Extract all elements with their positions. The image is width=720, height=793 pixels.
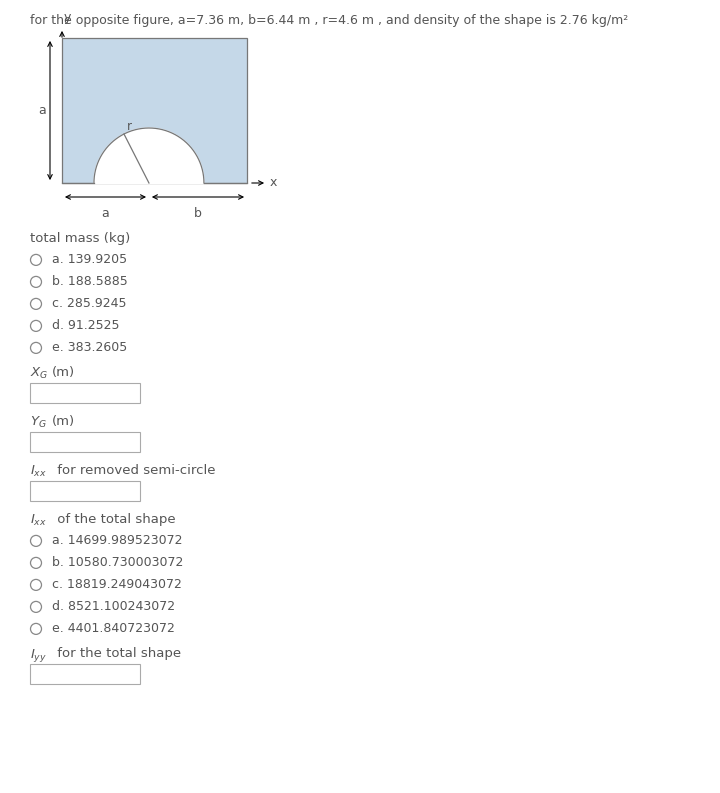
Circle shape <box>30 580 42 591</box>
Bar <box>62 38 247 183</box>
Text: x: x <box>270 175 277 189</box>
Text: a: a <box>38 104 46 117</box>
Text: b: b <box>194 207 202 220</box>
Text: $Y_G$: $Y_G$ <box>30 415 47 430</box>
Text: for removed semi-circle: for removed semi-circle <box>53 464 215 477</box>
Text: r: r <box>127 120 132 133</box>
Text: (m): (m) <box>52 366 75 379</box>
Text: $X_G$: $X_G$ <box>30 366 48 381</box>
Bar <box>30 664 140 684</box>
Circle shape <box>30 277 42 287</box>
Text: a. 14699.989523072: a. 14699.989523072 <box>52 534 182 547</box>
Bar <box>30 432 140 452</box>
Text: b. 10580.730003072: b. 10580.730003072 <box>52 557 184 569</box>
Circle shape <box>30 343 42 354</box>
Text: a. 139.9205: a. 139.9205 <box>52 254 127 266</box>
Text: a: a <box>102 207 109 220</box>
Polygon shape <box>94 128 204 183</box>
Text: for the opposite figure, a=7.36 m, b=6.44 m , r=4.6 m , and density of the shape: for the opposite figure, a=7.36 m, b=6.4… <box>30 14 629 27</box>
Circle shape <box>30 535 42 546</box>
Text: of the total shape: of the total shape <box>53 513 176 526</box>
Text: e. 4401.840723072: e. 4401.840723072 <box>52 623 175 635</box>
Text: c. 18819.249043072: c. 18819.249043072 <box>52 578 182 592</box>
Circle shape <box>30 557 42 569</box>
Bar <box>30 383 140 403</box>
Text: (m): (m) <box>52 415 75 428</box>
Text: c. 285.9245: c. 285.9245 <box>52 297 127 310</box>
Circle shape <box>30 255 42 266</box>
Circle shape <box>30 601 42 612</box>
Circle shape <box>30 320 42 331</box>
Text: $I_{xx}$: $I_{xx}$ <box>30 464 47 479</box>
Text: for the total shape: for the total shape <box>53 647 181 660</box>
Circle shape <box>30 298 42 309</box>
Circle shape <box>30 623 42 634</box>
Text: $I_{xx}$: $I_{xx}$ <box>30 513 47 528</box>
Text: e. 383.2605: e. 383.2605 <box>52 342 127 354</box>
Text: d. 8521.100243072: d. 8521.100243072 <box>52 600 175 614</box>
Text: total mass (kg): total mass (kg) <box>30 232 130 245</box>
Bar <box>30 481 140 501</box>
Text: $I_{yy}$: $I_{yy}$ <box>30 647 47 664</box>
Text: b. 188.5885: b. 188.5885 <box>52 275 127 289</box>
Text: y: y <box>64 11 71 24</box>
Text: d. 91.2525: d. 91.2525 <box>52 320 120 332</box>
